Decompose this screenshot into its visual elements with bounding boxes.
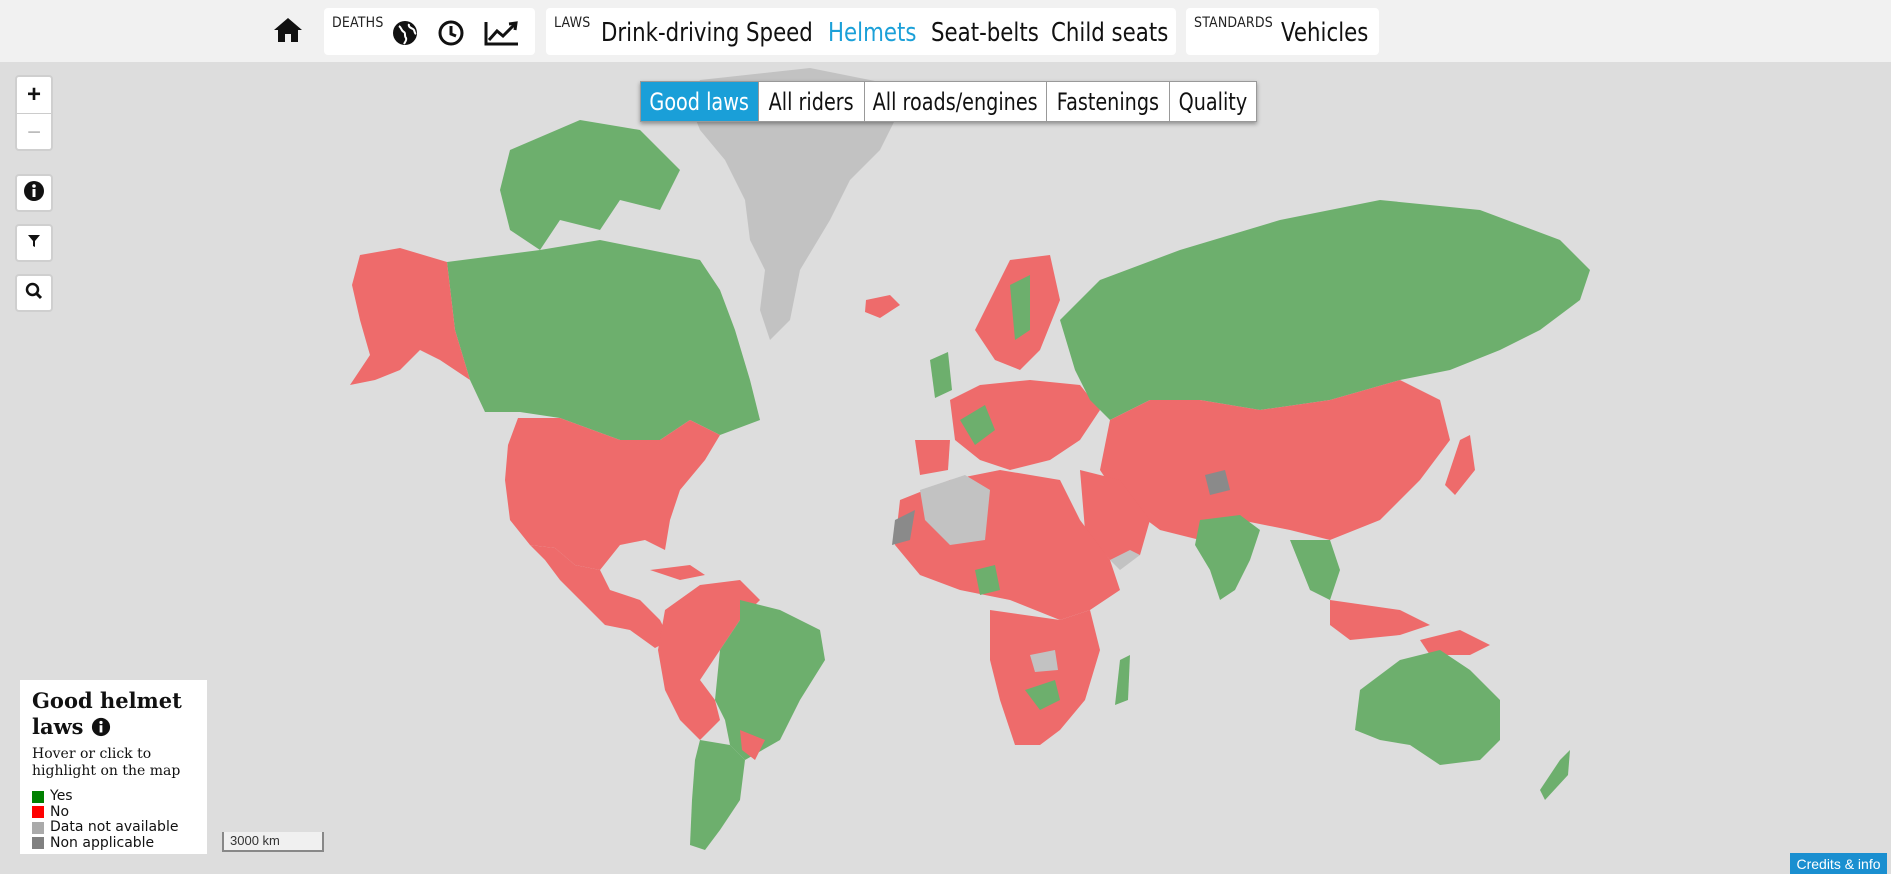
legend-swatch: [32, 837, 44, 850]
south-america-north[interactable]: [658, 580, 760, 740]
info-button[interactable]: [15, 174, 53, 212]
nav-speed[interactable]: Speed: [746, 18, 813, 48]
southeast-asia[interactable]: [1290, 540, 1340, 600]
tab-fastenings[interactable]: Fastenings: [1047, 82, 1170, 121]
canada[interactable]: [447, 240, 760, 440]
clock-icon[interactable]: [438, 20, 464, 51]
filter-button[interactable]: [15, 224, 53, 262]
world-map[interactable]: [0, 62, 1891, 874]
legend-swatch: [32, 821, 44, 834]
mexico[interactable]: [530, 545, 670, 648]
india[interactable]: [1195, 515, 1260, 600]
deaths-label: DEATHS: [332, 15, 384, 31]
zoom-in-button[interactable]: +: [17, 77, 51, 114]
map-legend: Good helmet laws Hover or click to highl…: [20, 680, 207, 854]
legend-title: Good helmet laws: [32, 688, 195, 743]
legend-item-data-not-available[interactable]: Data not available: [32, 819, 195, 836]
nav-seat-belts[interactable]: Seat-belts: [931, 18, 1039, 48]
madagascar[interactable]: [1115, 655, 1130, 705]
asia[interactable]: [1100, 380, 1450, 540]
zoom-control: + −: [15, 75, 53, 151]
japan[interactable]: [1445, 435, 1475, 495]
australia[interactable]: [1355, 650, 1500, 765]
globe-icon[interactable]: [392, 20, 418, 51]
legend-swatch: [32, 806, 44, 819]
tab-all-riders[interactable]: All riders: [759, 82, 865, 121]
zoom-out-button[interactable]: −: [26, 118, 41, 146]
tab-quality[interactable]: Quality: [1178, 87, 1248, 116]
laws-group: LAWS Drink-driving Speed Helmets Seat-be…: [546, 8, 1176, 55]
scale-bar: 3000 km: [222, 832, 324, 852]
algeria[interactable]: [920, 475, 990, 545]
search-icon: [25, 282, 43, 305]
russia[interactable]: [1060, 200, 1590, 420]
tab-all-roads-engines[interactable]: All roads/engines: [865, 82, 1047, 121]
filter-icon: [27, 234, 41, 253]
new-zealand[interactable]: [1540, 750, 1570, 800]
united-states[interactable]: [505, 418, 720, 570]
nav-drink-driving[interactable]: Drink-driving: [601, 18, 740, 48]
legend-swatch: [32, 790, 44, 803]
legend-item-no[interactable]: No: [32, 804, 195, 821]
arctic-islands[interactable]: [500, 120, 680, 250]
nav-child-seats[interactable]: Child seats: [1051, 18, 1169, 48]
alaska[interactable]: [350, 248, 470, 385]
search-button[interactable]: [15, 274, 53, 312]
credits-button[interactable]: Credits & info: [1790, 853, 1887, 874]
top-nav-bar: DEATHS LAWS Drink-driving Speed Helmets …: [0, 0, 1891, 62]
standards-group: STANDARDS Vehicles: [1186, 8, 1379, 55]
home-icon[interactable]: [272, 14, 304, 46]
info-icon: [23, 180, 45, 207]
standards-label: STANDARDS: [1194, 15, 1273, 31]
legend-item-yes[interactable]: Yes: [32, 788, 195, 805]
arabia[interactable]: [1080, 470, 1150, 560]
united-kingdom[interactable]: [930, 352, 952, 398]
brazil[interactable]: [715, 600, 825, 760]
southern-cone[interactable]: [690, 740, 745, 850]
legend-info-icon[interactable]: [91, 717, 111, 743]
nav-vehicles[interactable]: Vehicles: [1281, 18, 1369, 48]
deaths-group: DEATHS: [324, 8, 535, 55]
greenland[interactable]: [690, 68, 900, 340]
laws-label: LAWS: [554, 15, 591, 31]
legend-item-non-applicable[interactable]: Non applicable: [32, 835, 195, 852]
africa-south[interactable]: [990, 610, 1100, 745]
indicator-tabs: Good laws All riders All roads/engines F…: [640, 81, 1257, 122]
iceland[interactable]: [865, 295, 900, 318]
nav-helmets[interactable]: Helmets: [828, 18, 917, 48]
legend-hint: Hover or click to highlight on the map: [32, 746, 181, 779]
line-chart-icon[interactable]: [484, 20, 520, 51]
europe[interactable]: [950, 380, 1100, 470]
tab-good-laws[interactable]: Good laws: [641, 82, 759, 121]
